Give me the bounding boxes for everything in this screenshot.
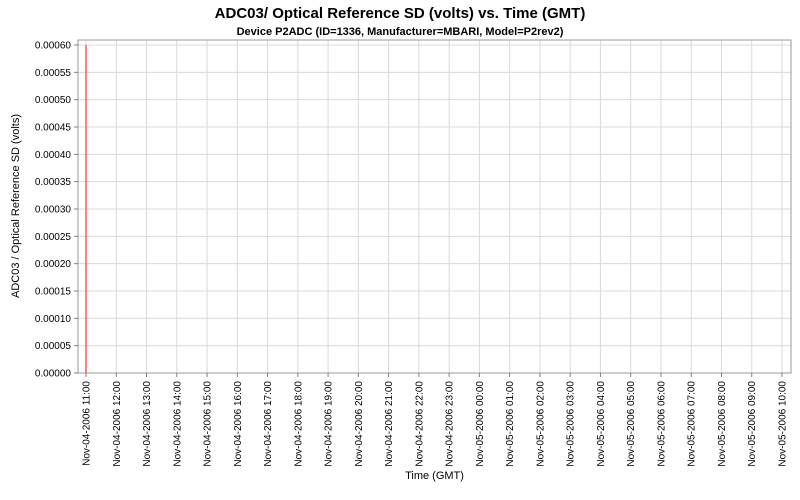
y-tick-label: 0.00000 bbox=[35, 369, 72, 380]
y-tick-label: 0.00010 bbox=[35, 314, 72, 325]
y-tick-label: 0.00050 bbox=[35, 95, 72, 106]
x-tick-label: Nov-05-2006 10:00 bbox=[778, 381, 789, 467]
x-axis-label: Time (GMT) bbox=[405, 470, 464, 482]
y-tick-label: 0.00020 bbox=[35, 259, 72, 270]
y-tick-label: 0.00035 bbox=[35, 177, 72, 188]
x-tick-label: Nov-05-2006 09:00 bbox=[747, 381, 758, 467]
y-tick-label: 0.00055 bbox=[35, 68, 72, 79]
x-tick-label: Nov-04-2006 19:00 bbox=[324, 381, 335, 467]
plot-background bbox=[78, 40, 791, 373]
y-tick-label: 0.00045 bbox=[35, 123, 72, 134]
x-tick-label: Nov-04-2006 18:00 bbox=[293, 381, 304, 467]
x-tick-label: Nov-05-2006 07:00 bbox=[687, 381, 698, 467]
y-tick-label: 0.00030 bbox=[35, 205, 72, 216]
x-tick-label: Nov-04-2006 14:00 bbox=[172, 381, 183, 467]
y-tick-label: 0.00040 bbox=[35, 150, 72, 161]
x-tick-label: Nov-04-2006 23:00 bbox=[445, 381, 456, 467]
x-tick-label: Nov-05-2006 01:00 bbox=[505, 381, 516, 467]
x-tick-label: Nov-05-2006 08:00 bbox=[717, 381, 728, 467]
x-tick-label: Nov-05-2006 00:00 bbox=[475, 381, 486, 467]
y-tick-label: 0.00025 bbox=[35, 232, 72, 243]
x-tick-label: Nov-05-2006 05:00 bbox=[626, 381, 637, 467]
x-tick-label: Nov-05-2006 06:00 bbox=[656, 381, 667, 467]
x-tick-label: Nov-04-2006 12:00 bbox=[112, 381, 123, 467]
chart-title: ADC03/ Optical Reference SD (volts) vs. … bbox=[214, 5, 586, 22]
x-tick-label: Nov-04-2006 22:00 bbox=[414, 381, 425, 467]
y-tick-label: 0.00015 bbox=[35, 287, 72, 298]
x-tick-label: Nov-05-2006 02:00 bbox=[535, 381, 546, 467]
x-tick-label: Nov-04-2006 15:00 bbox=[203, 381, 214, 467]
y-tick-label: 0.00060 bbox=[35, 41, 72, 52]
x-tick-label: Nov-04-2006 21:00 bbox=[384, 381, 395, 467]
x-tick-label: Nov-05-2006 04:00 bbox=[596, 381, 607, 467]
y-tick-label: 0.00005 bbox=[35, 341, 72, 352]
x-tick-label: Nov-04-2006 11:00 bbox=[82, 381, 93, 466]
x-tick-label: Nov-04-2006 16:00 bbox=[233, 381, 244, 467]
x-tick-label: Nov-04-2006 17:00 bbox=[263, 381, 274, 467]
x-tick-label: Nov-05-2006 03:00 bbox=[566, 381, 577, 467]
x-tick-label: Nov-04-2006 20:00 bbox=[354, 381, 365, 467]
plot-border bbox=[77, 39, 792, 374]
chart-subtitle: Device P2ADC (ID=1336, Manufacturer=MBAR… bbox=[236, 26, 564, 38]
x-tick-label: Nov-04-2006 13:00 bbox=[142, 381, 153, 467]
